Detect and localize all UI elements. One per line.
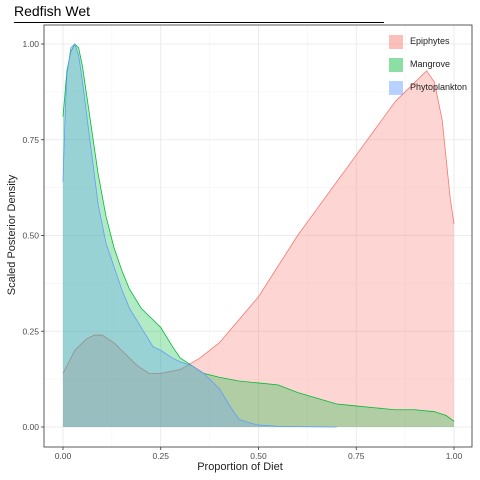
x-axis-label: Proportion of Diet	[0, 461, 480, 473]
x-tick-label-1: 0.25	[152, 451, 169, 461]
legend-key-epiphytes	[389, 35, 403, 49]
y-tick-label-2: 0.50	[22, 231, 39, 241]
legend: Epiphytes Mangrove Phytoplankton	[386, 33, 476, 102]
legend-label-epiphytes: Epiphytes	[410, 36, 450, 46]
x-tick-label-0: 0.00	[55, 451, 72, 461]
legend-label-mangrove: Mangrove	[410, 59, 450, 69]
legend-item-mangrove: Mangrove	[386, 56, 476, 79]
y-tick-label-3: 0.75	[22, 135, 39, 145]
x-tick-label-2: 0.50	[250, 451, 267, 461]
y-tick-label-0: 0.00	[22, 422, 39, 432]
legend-item-phytoplankton: Phytoplankton	[386, 79, 476, 102]
y-axis-label: Scaled Posterior Density	[6, 175, 18, 295]
x-tick-label-3: 0.75	[348, 451, 365, 461]
y-tick-label-1: 0.25	[22, 326, 39, 336]
legend-key-phytoplankton	[389, 81, 403, 95]
x-tick-label-4: 1.00	[446, 451, 463, 461]
y-tick-label-4: 1.00	[22, 39, 39, 49]
legend-item-epiphytes: Epiphytes	[386, 33, 476, 56]
legend-label-phytoplankton: Phytoplankton	[410, 82, 467, 92]
legend-key-mangrove	[389, 58, 403, 72]
